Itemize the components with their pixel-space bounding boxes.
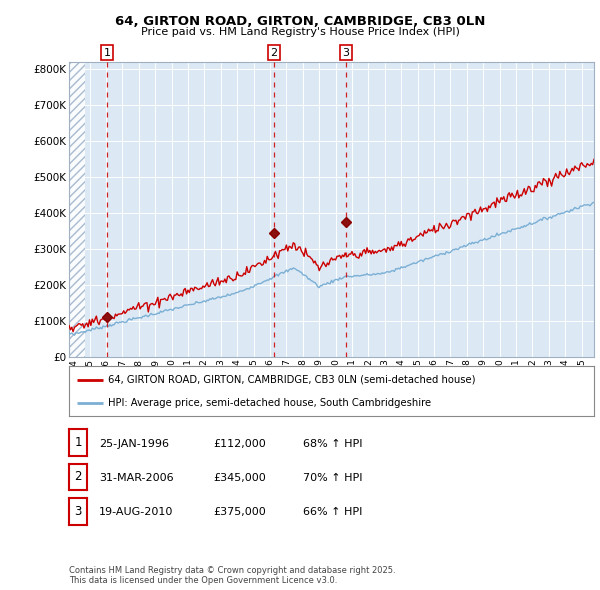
Text: £345,000: £345,000: [213, 473, 266, 483]
Text: 64, GIRTON ROAD, GIRTON, CAMBRIDGE, CB3 0LN (semi-detached house): 64, GIRTON ROAD, GIRTON, CAMBRIDGE, CB3 …: [109, 375, 476, 385]
Text: 66% ↑ HPI: 66% ↑ HPI: [303, 507, 362, 517]
Text: 1: 1: [104, 48, 110, 58]
Text: 25-JAN-1996: 25-JAN-1996: [99, 439, 169, 449]
Text: 19-AUG-2010: 19-AUG-2010: [99, 507, 173, 517]
Text: 31-MAR-2006: 31-MAR-2006: [99, 473, 173, 483]
Text: 2: 2: [271, 48, 278, 58]
Text: HPI: Average price, semi-detached house, South Cambridgeshire: HPI: Average price, semi-detached house,…: [109, 398, 431, 408]
Text: 1: 1: [74, 436, 82, 449]
Text: 68% ↑ HPI: 68% ↑ HPI: [303, 439, 362, 449]
Text: 3: 3: [74, 504, 82, 517]
Text: £112,000: £112,000: [213, 439, 266, 449]
Polygon shape: [69, 62, 85, 357]
Text: £375,000: £375,000: [213, 507, 266, 517]
Text: 64, GIRTON ROAD, GIRTON, CAMBRIDGE, CB3 0LN: 64, GIRTON ROAD, GIRTON, CAMBRIDGE, CB3 …: [115, 15, 485, 28]
Text: Price paid vs. HM Land Registry's House Price Index (HPI): Price paid vs. HM Land Registry's House …: [140, 27, 460, 37]
Text: 70% ↑ HPI: 70% ↑ HPI: [303, 473, 362, 483]
Text: Contains HM Land Registry data © Crown copyright and database right 2025.
This d: Contains HM Land Registry data © Crown c…: [69, 566, 395, 585]
Text: 2: 2: [74, 470, 82, 483]
Text: 3: 3: [343, 48, 350, 58]
